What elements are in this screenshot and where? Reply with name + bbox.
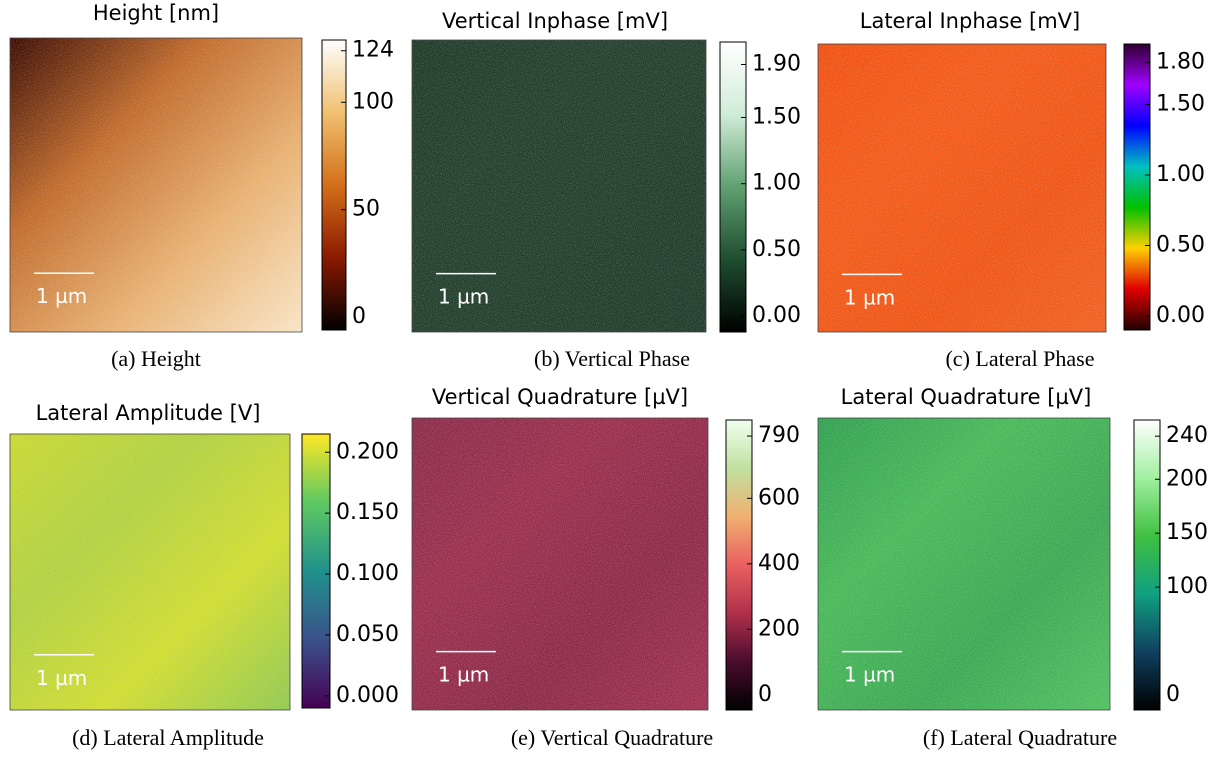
colorbar-tick-label: 1.00 bbox=[1156, 162, 1205, 187]
colorbar-tick-label: 0.200 bbox=[336, 439, 399, 464]
colorbar-tick-label: 790 bbox=[758, 423, 800, 448]
colorbar bbox=[322, 40, 346, 330]
colorbar-tick-label: 200 bbox=[758, 616, 800, 641]
colorbar-tick-label: 150 bbox=[1166, 520, 1208, 545]
colorbar-tick-label: 1.00 bbox=[752, 171, 801, 196]
colorbar-tick-label: 100 bbox=[1166, 574, 1208, 599]
panel-title: Vertical Quadrature [µV] bbox=[432, 385, 688, 409]
colorbar-tick-label: 1.50 bbox=[1156, 92, 1205, 117]
figure: Height [nm] 1 µm 0 50 100 124 (a) Height Vertic… bbox=[0, 0, 1226, 765]
panel-title: Height [nm] bbox=[93, 1, 219, 25]
colorbar-tick-label: 0.00 bbox=[1156, 303, 1205, 328]
scale-bar-label: 1 µm bbox=[844, 663, 895, 687]
colorbar-tick-label: 240 bbox=[1166, 423, 1208, 448]
colorbar bbox=[302, 434, 330, 708]
colorbar-tick-label: 50 bbox=[352, 197, 380, 222]
scale-bar-label: 1 µm bbox=[438, 285, 489, 309]
panel-title: Vertical Inphase [mV] bbox=[442, 9, 668, 33]
panel-title: Lateral Quadrature [µV] bbox=[841, 385, 1092, 409]
colorbar bbox=[726, 420, 752, 710]
scale-bar-label: 1 µm bbox=[844, 285, 895, 309]
colorbar-tick-label: 0.050 bbox=[336, 622, 399, 647]
scale-bar-label: 1 µm bbox=[438, 663, 489, 687]
panel-caption: (c) Lateral Phase bbox=[945, 346, 1094, 371]
panel-title: Lateral Inphase [mV] bbox=[860, 9, 1081, 33]
colorbar bbox=[1124, 44, 1150, 330]
panel-caption: (d) Lateral Amplitude bbox=[72, 725, 264, 750]
panel-caption: (e) Vertical Quadrature bbox=[511, 725, 713, 750]
scale-bar-label: 1 µm bbox=[36, 284, 87, 308]
panel-caption: (f) Lateral Quadrature bbox=[923, 725, 1117, 750]
colorbar-tick-label: 200 bbox=[1166, 466, 1208, 491]
colorbar-tick-label: 100 bbox=[352, 89, 394, 114]
colorbar-tick-label: 600 bbox=[758, 485, 800, 510]
colorbar-tick-label: 0.100 bbox=[336, 561, 399, 586]
colorbar-tick-label: 0.50 bbox=[1156, 232, 1205, 257]
colorbar-tick-label: 0 bbox=[1166, 682, 1180, 707]
colorbar bbox=[1134, 420, 1160, 710]
colorbar-tick-label: 1.50 bbox=[752, 104, 801, 129]
colorbar-tick-label: 400 bbox=[758, 551, 800, 576]
panel-caption: (b) Vertical Phase bbox=[534, 346, 690, 371]
colorbar-tick-label: 1.90 bbox=[752, 52, 801, 77]
colorbar-tick-label: 0.000 bbox=[336, 683, 399, 708]
colorbar-tick-label: 0 bbox=[352, 304, 366, 329]
colorbar-tick-label: 124 bbox=[352, 38, 394, 63]
colorbar-tick-label: 0.150 bbox=[336, 500, 399, 525]
colorbar-tick-label: 0.00 bbox=[752, 303, 801, 328]
colorbar-tick-label: 0 bbox=[758, 682, 772, 707]
scale-bar-label: 1 µm bbox=[36, 666, 87, 690]
panel-caption: (a) Height bbox=[111, 346, 201, 371]
colorbar-tick-label: 0.50 bbox=[752, 237, 801, 262]
colorbar bbox=[720, 42, 746, 332]
panel-title: Lateral Amplitude [V] bbox=[36, 401, 261, 425]
colorbar-tick-label: 1.80 bbox=[1156, 49, 1205, 74]
